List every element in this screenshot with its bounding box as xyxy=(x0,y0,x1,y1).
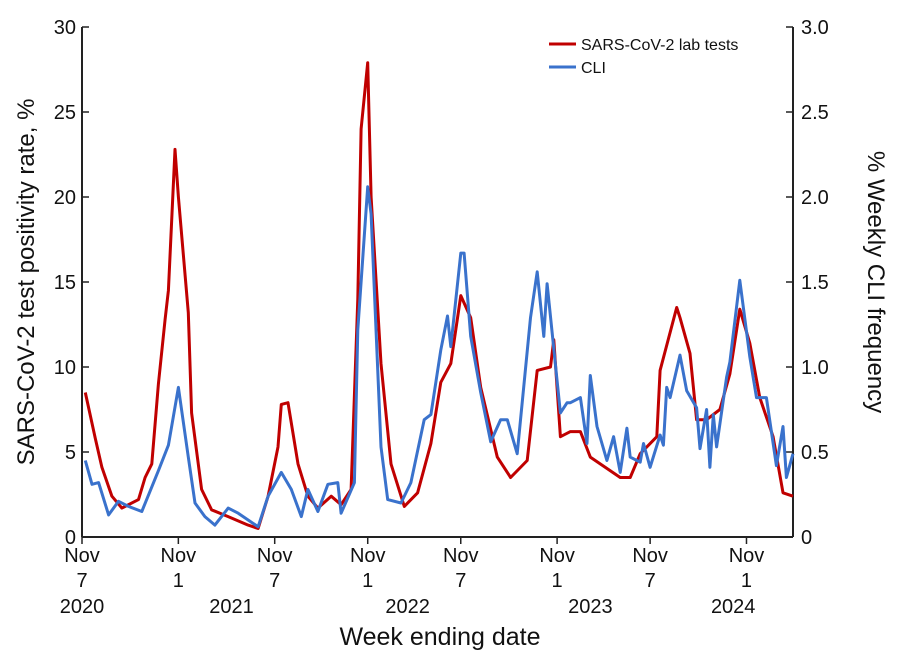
y-tick-label: 5 xyxy=(65,442,76,464)
legend: SARS-CoV-2 lab tests CLI xyxy=(549,37,738,77)
x-tick-month: Nov xyxy=(257,545,293,567)
x-year-label: 2024 xyxy=(711,596,756,618)
x-tick-month: Nov xyxy=(350,545,386,567)
x-tick-month: Nov xyxy=(64,545,100,567)
x-axis-title: Week ending date xyxy=(339,623,540,651)
x-year-label: 2022 xyxy=(385,596,430,618)
x-tick-day: 7 xyxy=(645,570,656,592)
x-tick-day: 7 xyxy=(455,570,466,592)
y-tick-label: 20 xyxy=(54,187,76,209)
x-year-label: 2023 xyxy=(568,596,613,618)
series-lines xyxy=(83,61,795,530)
y2-tick-label: 1.0 xyxy=(801,357,829,379)
y2-tick-label: 2.5 xyxy=(801,102,829,124)
x-tick-month: Nov xyxy=(729,545,765,567)
x-tick-day: 1 xyxy=(552,570,563,592)
y2-tick-label: 0 xyxy=(801,527,812,549)
x-tick-day: 7 xyxy=(76,570,87,592)
x-tick-month: Nov xyxy=(443,545,479,567)
x-tick-day: 1 xyxy=(741,570,752,592)
series-line-lab-tests xyxy=(83,61,794,530)
legend-label: CLI xyxy=(581,60,606,77)
y2-tick-label: 3.0 xyxy=(801,17,829,39)
axes: 0 5 10 15 20 25 30 0 0.5 1.0 1.5 2.0 2.5 3.0 Nov 7 Nov 1 N… xyxy=(54,17,829,618)
y2-axis-title: % Weekly CLI frequency xyxy=(862,151,889,413)
y-axis-title: SARS-CoV-2 test positivity rate, % xyxy=(13,99,40,466)
y-tick-label: 10 xyxy=(54,357,76,379)
x-tick-day: 1 xyxy=(362,570,373,592)
x-tick-month: Nov xyxy=(161,545,197,567)
y-tick-label: 0 xyxy=(65,527,76,549)
y2-tick-label: 1.5 xyxy=(801,272,829,294)
series-line-cli xyxy=(83,185,795,529)
y2-tick-label: 2.0 xyxy=(801,187,829,209)
y-tick-label: 15 xyxy=(54,272,76,294)
x-year-label: 2020 xyxy=(60,596,105,618)
x-tick-month: Nov xyxy=(539,545,575,567)
x-year-label: 2021 xyxy=(209,596,254,618)
y2-tick-label: 0.5 xyxy=(801,442,829,464)
y-tick-label: 30 xyxy=(54,17,76,39)
x-tick-day: 1 xyxy=(173,570,184,592)
y-tick-label: 25 xyxy=(54,102,76,124)
x-tick-day: 7 xyxy=(269,570,280,592)
legend-label: SARS-CoV-2 lab tests xyxy=(581,37,738,54)
x-tick-month: Nov xyxy=(632,545,668,567)
